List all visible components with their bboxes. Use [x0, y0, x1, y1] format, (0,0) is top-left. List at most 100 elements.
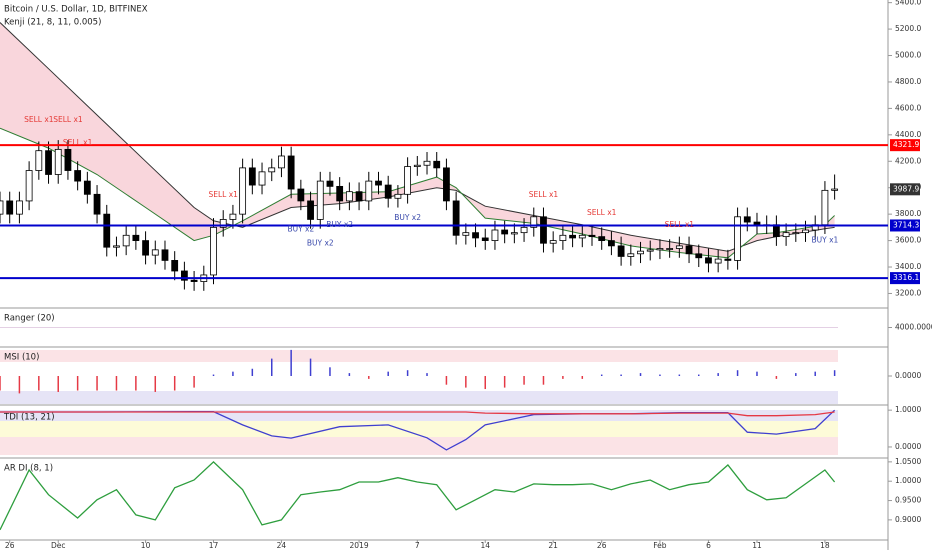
- candle-body: [25, 170, 33, 202]
- candle-body: [724, 258, 732, 261]
- candle-body: [695, 253, 703, 259]
- x-tick-label: Feb: [653, 541, 667, 550]
- level-label: 3714.3: [893, 220, 919, 229]
- candle-body: [229, 213, 237, 220]
- candle-body: [74, 170, 82, 182]
- x-tick-label: 14: [480, 541, 490, 550]
- candle-body: [375, 180, 382, 186]
- candle-body: [268, 167, 276, 173]
- y-tick-label: 3200.0: [895, 288, 921, 297]
- background-layer: [0, 2, 892, 543]
- candle-body: [637, 250, 644, 255]
- candle-body: [142, 240, 149, 256]
- candle-body: [45, 150, 52, 175]
- candle-body: [588, 234, 596, 238]
- signal-label: SELL x1: [208, 190, 238, 199]
- candle-body: [510, 232, 518, 235]
- candle-body: [423, 160, 431, 166]
- level-label-box: [890, 219, 920, 232]
- x-tick-label: 24: [277, 541, 287, 550]
- candle-body: [316, 180, 324, 220]
- candle-body: [404, 166, 412, 195]
- candle-body: [608, 240, 615, 247]
- panel-title: AR DI (8, 1): [4, 464, 53, 474]
- candle-body: [685, 245, 693, 255]
- candle-body: [598, 236, 606, 241]
- candle-body: [287, 155, 295, 190]
- x-tick-label: 21: [548, 541, 558, 550]
- candle-body: [549, 240, 557, 244]
- signal-label: SELL x1: [24, 115, 54, 124]
- candle-body: [35, 150, 43, 171]
- y-tick-label: 1.0500: [895, 457, 921, 466]
- indicator-title: Kenji (21, 8, 11, 0.005): [4, 18, 101, 28]
- candle-body: [384, 184, 392, 199]
- level-label-box: [890, 139, 920, 152]
- candle-body: [336, 185, 344, 202]
- candle-body: [821, 189, 829, 226]
- candle-body: [666, 248, 674, 250]
- y-tick-label: 4800.0: [895, 77, 921, 86]
- tdi-lower-zone: [0, 437, 838, 455]
- candle-body: [326, 180, 334, 187]
- candle-body: [54, 148, 62, 175]
- signal-label: SELL x1: [665, 220, 695, 229]
- candle-body: [297, 188, 305, 202]
- candle-body: [753, 221, 761, 226]
- candle-body: [452, 200, 460, 236]
- x-tick-label: 10: [141, 541, 151, 550]
- x-tick-label: 26: [5, 541, 15, 550]
- candle-body: [540, 216, 547, 244]
- x-tick-label: 26: [597, 541, 607, 550]
- candle-body: [190, 279, 198, 282]
- candle-body: [617, 245, 625, 257]
- y-tick-label: 1.0000: [895, 405, 921, 414]
- candle-body: [413, 164, 421, 167]
- candle-body: [64, 148, 72, 171]
- y-tick-label: 3800.0: [895, 209, 921, 218]
- candle-body: [239, 167, 247, 215]
- candle-body: [16, 200, 23, 215]
- y-tick-label: 0.9000: [895, 515, 921, 524]
- x-tick-label: 7: [415, 541, 420, 550]
- x-tick-label: 11: [752, 541, 762, 550]
- candle-body: [132, 234, 140, 241]
- candle-body: [714, 258, 722, 264]
- candle-body: [258, 171, 266, 186]
- level-label: 4321.9: [893, 140, 919, 149]
- chart-title: Bitcoin / U.S. Dollar, 1D, BITFINEX: [4, 5, 148, 15]
- candle-body: [578, 234, 586, 239]
- x-tick-label: 6: [706, 541, 711, 550]
- candle-body: [113, 245, 120, 248]
- signal-label: SELL x1: [587, 208, 617, 217]
- signal-label: BUY x2: [287, 224, 314, 233]
- candle-body: [675, 245, 683, 249]
- candle-body: [278, 155, 285, 169]
- candle-body: [462, 232, 470, 236]
- candle-body: [782, 232, 790, 238]
- tdi-middle-zone: [0, 421, 838, 437]
- y-tick-label: 5000.0: [895, 51, 921, 60]
- candle-body: [394, 193, 402, 199]
- candle-body: [831, 188, 839, 191]
- indicator-line: [0, 411, 835, 417]
- candle-body: [705, 257, 712, 264]
- candle-body: [122, 234, 130, 247]
- y-tick-label: 3600.0: [895, 236, 921, 245]
- y-tick-label: 4400.0: [895, 130, 921, 139]
- panel-title: MSI (10): [4, 353, 39, 363]
- candle-body: [0, 200, 4, 215]
- y-tick-label: 0.9500: [895, 496, 921, 505]
- candle-body: [103, 213, 111, 248]
- candle-body: [472, 232, 479, 239]
- level-label: 3316.1: [893, 273, 919, 282]
- signal-label: BUY x2: [326, 220, 353, 229]
- candle-body: [83, 180, 91, 195]
- y-tick-label: 1.0000: [895, 476, 921, 485]
- candle-body: [481, 237, 489, 241]
- candle-body: [520, 226, 528, 234]
- candle-body: [171, 260, 179, 272]
- candle-body: [248, 167, 256, 186]
- y-tick-label: 5200.0: [895, 24, 921, 33]
